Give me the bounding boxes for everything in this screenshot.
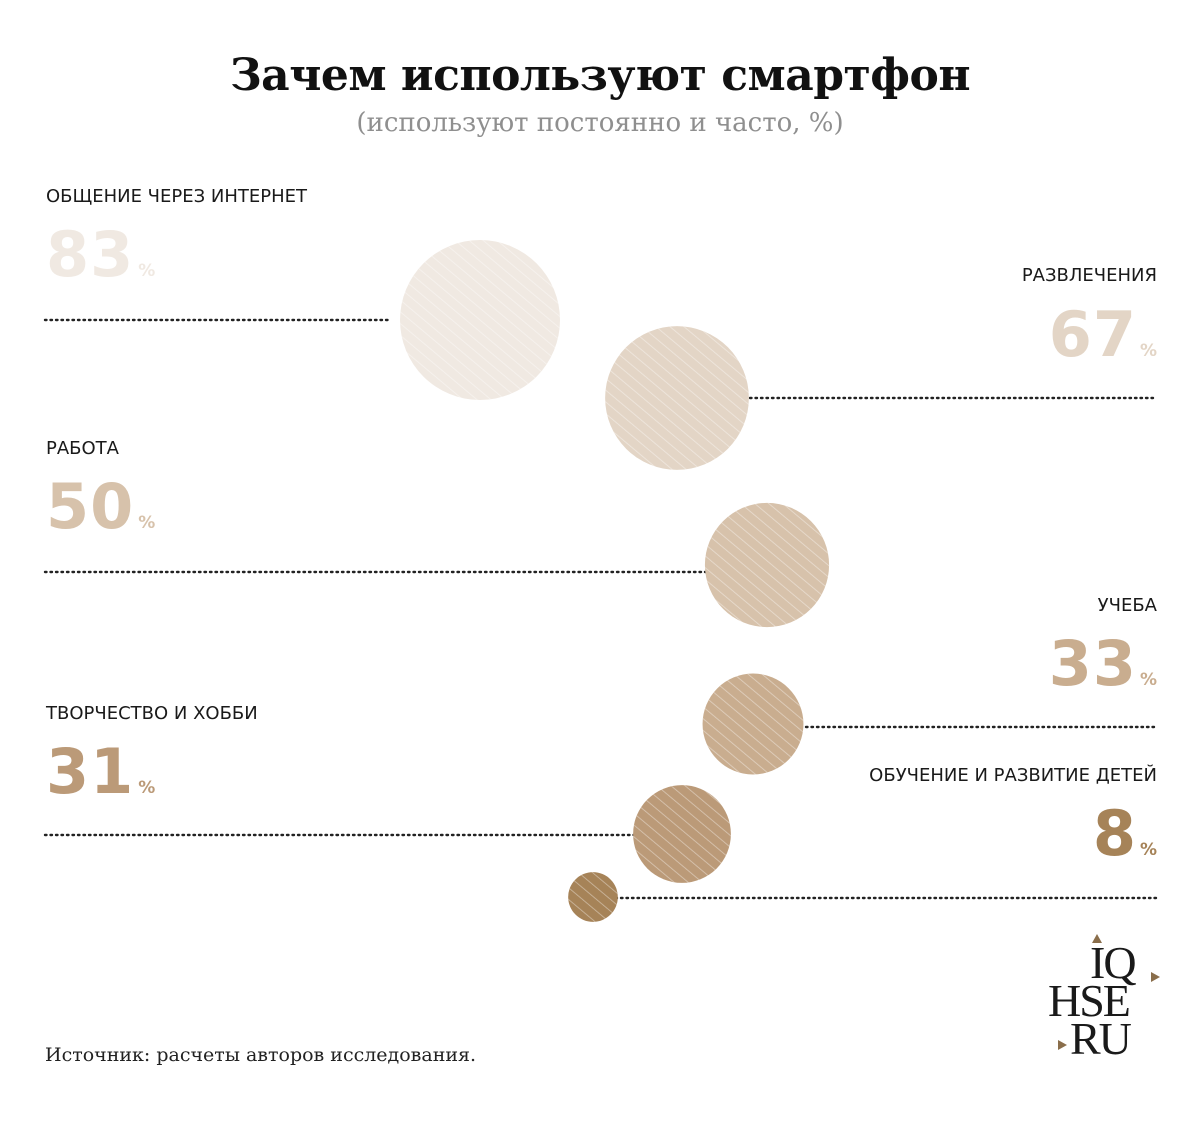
logo-text-line: HSE [1048, 975, 1131, 1026]
percent-sign: % [138, 778, 155, 798]
triangle-up-icon [1092, 934, 1102, 943]
chart-subtitle: (используют постоянно и часто, %) [356, 108, 844, 138]
triangle-right-icon [1151, 972, 1160, 982]
iq-hse-logo[interactable]: IQ HSE RU [1040, 932, 1170, 1067]
logo-text-line: IQ [1090, 937, 1137, 988]
category-label: УЧЕБА [1098, 595, 1158, 616]
category-label: РАБОТА [46, 438, 120, 459]
category-label: ТВОРЧЕСТВО И ХОББИ [45, 703, 258, 724]
percent-sign: % [1140, 341, 1157, 361]
bubble-hatch [400, 240, 560, 400]
percent-sign: % [1140, 670, 1157, 690]
bubble-hatch [702, 673, 804, 775]
bubble-hatch [568, 872, 618, 922]
value-label: 31 [46, 735, 134, 808]
bubble-hatch [633, 785, 731, 883]
source-note: Источник: расчеты авторов исследования. [45, 1044, 477, 1066]
percent-sign: % [138, 513, 155, 533]
value-label: 67 [1049, 298, 1137, 371]
category-label: ОБУЧЕНИЕ И РАЗВИТИЕ ДЕТЕЙ [869, 764, 1157, 786]
logo-text-line: RU [1070, 1013, 1132, 1064]
category-label: РАЗВЛЕЧЕНИЯ [1022, 265, 1157, 286]
bubble-hatch [605, 326, 749, 470]
value-label: 83 [46, 218, 134, 291]
value-label: 50 [46, 470, 134, 543]
percent-sign: % [1140, 840, 1157, 860]
value-label: 33 [1049, 627, 1137, 700]
triangle-right-icon [1058, 1040, 1067, 1050]
percent-sign: % [138, 261, 155, 281]
category-label: ОБЩЕНИЕ ЧЕРЕЗ ИНТЕРНЕТ [46, 186, 308, 207]
bubble-hatch [704, 502, 830, 628]
value-label: 8 [1093, 797, 1137, 870]
chart-title: Зачем используют смартфон [229, 50, 971, 101]
